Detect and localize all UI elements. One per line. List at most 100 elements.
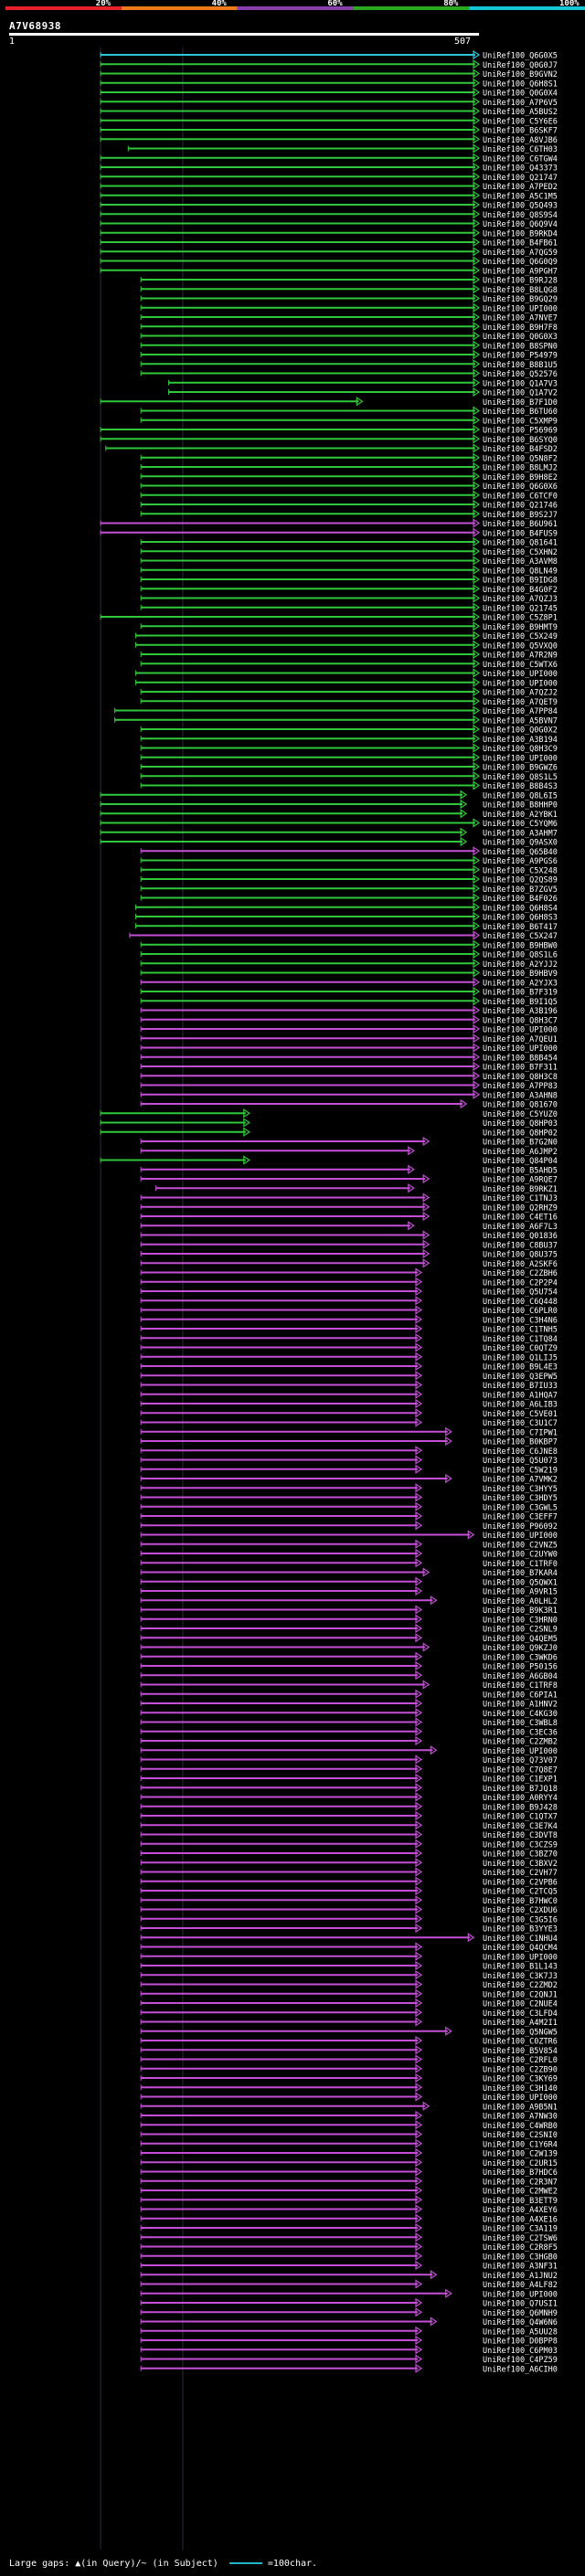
hit-label[interactable]: UniRef100_C5X248 [483, 866, 558, 875]
hit-label[interactable]: UniRef100_Q5NGW5 [483, 2028, 558, 2037]
hit-label[interactable]: UniRef100_B4FB61 [483, 239, 558, 249]
hit-label[interactable]: UniRef100_UPI000 [483, 1953, 558, 1962]
hit-label[interactable]: UniRef100_A7QG59 [483, 249, 558, 258]
hit-label[interactable]: UniRef100_Q8LN49 [483, 567, 558, 576]
hit-label[interactable]: UniRef100_A5BVN7 [483, 716, 558, 726]
hit-label[interactable]: UniRef100_A9PGS6 [483, 857, 558, 866]
hit-label[interactable]: UniRef100_B7F319 [483, 989, 558, 998]
hit-label[interactable]: UniRef100_A3B194 [483, 736, 558, 745]
hit-label[interactable]: UniRef100_C1Y6R4 [483, 2140, 558, 2149]
hit-label[interactable]: UniRef100_A1JNU2 [483, 2272, 558, 2281]
hit-label[interactable]: UniRef100_A7QZJ3 [483, 595, 558, 604]
hit-label[interactable]: UniRef100_A7NW30 [483, 2113, 558, 2122]
hit-label[interactable]: UniRef100_C2SNI0 [483, 2131, 558, 2140]
hit-label[interactable]: UniRef100_Q7USI1 [483, 2300, 558, 2309]
hit-label[interactable]: UniRef100_A9PGH7 [483, 267, 558, 276]
hit-label[interactable]: UniRef100_C2R8F5 [483, 2243, 558, 2253]
hit-label[interactable]: UniRef100_A6JMP2 [483, 1148, 558, 1157]
hit-label[interactable]: UniRef100_B8LQG8 [483, 286, 558, 295]
hit-label[interactable]: UniRef100_B8B4S3 [483, 782, 558, 791]
hit-label[interactable]: UniRef100_A5C1M5 [483, 192, 558, 201]
hit-label[interactable]: UniRef100_C5Y6E6 [483, 117, 558, 126]
hit-label[interactable]: UniRef100_D0BPP8 [483, 2337, 558, 2347]
hit-label[interactable]: UniRef100_Q6G0X5 [483, 52, 558, 61]
hit-label[interactable]: UniRef100_UPI000 [483, 670, 558, 679]
hit-label[interactable]: UniRef100_Q8U375 [483, 1251, 558, 1260]
hit-label[interactable]: UniRef100_B9HMT9 [483, 623, 558, 632]
hit-label[interactable]: UniRef100_C1TRF8 [483, 1681, 558, 1691]
hit-label[interactable]: UniRef100_UPI000 [483, 2094, 558, 2103]
hit-label[interactable]: UniRef100_Q52576 [483, 370, 558, 379]
hit-label[interactable]: UniRef100_P54979 [483, 352, 558, 361]
hit-label[interactable]: UniRef100_Q81641 [483, 539, 558, 548]
hit-label[interactable]: UniRef100_A3B196 [483, 1007, 558, 1016]
hit-label[interactable]: UniRef100_Q9KZJ0 [483, 1644, 558, 1653]
hit-label[interactable]: UniRef100_Q8L6I5 [483, 791, 558, 800]
hit-label[interactable]: UniRef100_B9L4E3 [483, 1363, 558, 1373]
hit-label[interactable]: UniRef100_UPI000 [483, 1532, 558, 1541]
hit-label[interactable]: UniRef100_C7IPW1 [483, 1428, 558, 1437]
hit-label[interactable]: UniRef100_C7Q8E7 [483, 1765, 558, 1775]
hit-label[interactable]: UniRef100_B9HBV9 [483, 970, 558, 979]
hit-label[interactable]: UniRef100_A8VJB6 [483, 136, 558, 145]
hit-label[interactable]: UniRef100_B8HHP0 [483, 801, 558, 811]
hit-label[interactable]: UniRef100_C3H140 [483, 2084, 558, 2094]
hit-label[interactable]: UniRef100_C1EXP1 [483, 1776, 558, 1785]
hit-label[interactable]: UniRef100_B7F311 [483, 1064, 558, 1073]
hit-label[interactable]: UniRef100_Q2RHZ9 [483, 1203, 558, 1213]
hit-label[interactable]: UniRef100_Q5QWX1 [483, 1578, 558, 1587]
hit-label[interactable]: UniRef100_C2TCQ5 [483, 1888, 558, 1897]
hit-label[interactable]: UniRef100_C2QNJ1 [483, 1990, 558, 1999]
hit-label[interactable]: UniRef100_B9I1Q5 [483, 998, 558, 1007]
hit-label[interactable]: UniRef100_Q4QEM5 [483, 1635, 558, 1644]
hit-label[interactable]: UniRef100_B3YYE3 [483, 1925, 558, 1935]
hit-label[interactable]: UniRef100_C6PLR0 [483, 1307, 558, 1316]
hit-label[interactable]: UniRef100_Q6H8S4 [483, 904, 558, 913]
hit-label[interactable]: UniRef100_Q8S1L5 [483, 773, 558, 782]
hit-label[interactable]: UniRef100_Q2QS89 [483, 876, 558, 885]
hit-label[interactable]: UniRef100_A7R2N9 [483, 652, 558, 661]
hit-label[interactable]: UniRef100_B9RKZ1 [483, 1185, 558, 1194]
hit-label[interactable]: UniRef100_C3HRN0 [483, 1616, 558, 1625]
hit-label[interactable]: UniRef100_C5XHN2 [483, 548, 558, 557]
hit-label[interactable]: UniRef100_C5X247 [483, 932, 558, 941]
hit-label[interactable]: UniRef100_Q6Q9V4 [483, 220, 558, 229]
hit-label[interactable]: UniRef100_UPI000 [483, 754, 558, 763]
hit-label[interactable]: UniRef100_C2W139 [483, 2150, 558, 2159]
hit-label[interactable]: UniRef100_B3ETT9 [483, 2197, 558, 2206]
hit-label[interactable]: UniRef100_C2ZB90 [483, 2065, 558, 2074]
hit-label[interactable]: UniRef100_C2SNL9 [483, 1626, 558, 1635]
hit-label[interactable]: UniRef100_A5UU28 [483, 2327, 558, 2337]
hit-label[interactable]: UniRef100_C3A119 [483, 2225, 558, 2234]
hit-label[interactable]: UniRef100_C2NUE4 [483, 2000, 558, 2009]
hit-label[interactable]: UniRef100_A7QZJ2 [483, 689, 558, 698]
hit-label[interactable]: UniRef100_Q5VXQ0 [483, 641, 558, 651]
hit-label[interactable]: UniRef100_C2MWE2 [483, 2188, 558, 2197]
hit-label[interactable]: UniRef100_Q8H3C8 [483, 1073, 558, 1082]
hit-label[interactable]: UniRef100_A7PP83 [483, 1082, 558, 1091]
hit-label[interactable]: UniRef100_Q0G0J7 [483, 61, 558, 70]
hit-label[interactable]: UniRef100_B9J428 [483, 1803, 558, 1812]
hit-label[interactable]: UniRef100_C3KY69 [483, 2075, 558, 2084]
hit-label[interactable]: UniRef100_A2SKF6 [483, 1260, 558, 1269]
hit-label[interactable]: UniRef100_A9B5N1 [483, 2103, 558, 2112]
hit-label[interactable]: UniRef100_B8LMJ2 [483, 464, 558, 473]
hit-label[interactable]: UniRef100_C6JNE8 [483, 1447, 558, 1457]
hit-label[interactable]: UniRef100_C3CZS9 [483, 1840, 558, 1850]
hit-label[interactable]: UniRef100_C1TRF0 [483, 1560, 558, 1569]
hit-label[interactable]: UniRef100_B7KAR4 [483, 1569, 558, 1578]
hit-label[interactable]: UniRef100_A7QEU1 [483, 1035, 558, 1044]
hit-label[interactable]: UniRef100_A9RQE7 [483, 1176, 558, 1185]
hit-label[interactable]: UniRef100_P56969 [483, 427, 558, 436]
hit-label[interactable]: UniRef100_C5XMP9 [483, 417, 558, 426]
hit-label[interactable]: UniRef100_UPI000 [483, 1747, 558, 1756]
hit-label[interactable]: UniRef100_C5W219 [483, 1466, 558, 1475]
hit-label[interactable]: UniRef100_Q0G0X2 [483, 726, 558, 736]
hit-label[interactable]: UniRef100_Q21745 [483, 604, 558, 613]
hit-label[interactable]: UniRef100_UPI000 [483, 2290, 558, 2299]
hit-label[interactable]: UniRef100_Q1A7V3 [483, 379, 558, 388]
hit-label[interactable]: UniRef100_B6U961 [483, 520, 558, 529]
hit-label[interactable]: UniRef100_C2ZMB2 [483, 1738, 558, 1747]
hit-label[interactable]: UniRef100_A5BUS2 [483, 108, 558, 117]
hit-label[interactable]: UniRef100_A4M2I1 [483, 2019, 558, 2028]
